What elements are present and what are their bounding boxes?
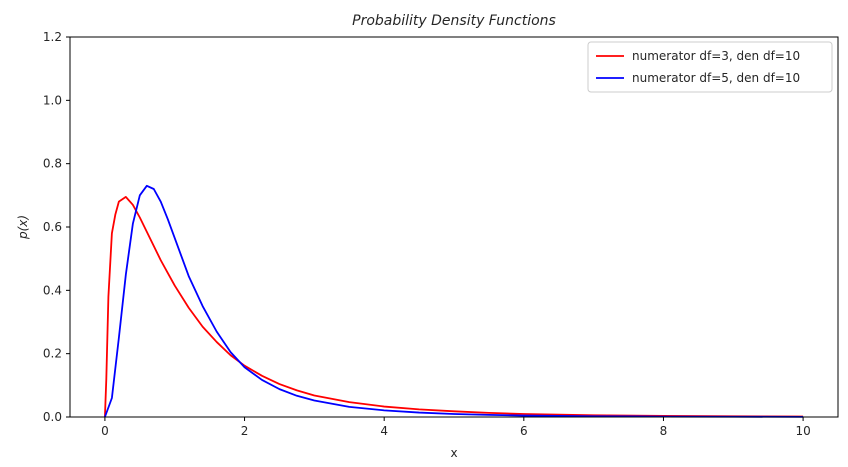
legend-box xyxy=(587,41,833,93)
plot-area xyxy=(104,184,804,418)
x-tick-label: 2 xyxy=(241,424,249,438)
x-tick-label: 0 xyxy=(101,424,109,438)
series-line-1 xyxy=(104,196,804,418)
x-axis: 0 2 4 6 8 10 xyxy=(101,417,811,438)
y-tick-label: 0.4 xyxy=(43,283,62,297)
y-tick-label: 0.6 xyxy=(43,220,62,234)
legend-label: numerator df=5, den df=10 xyxy=(632,71,800,85)
y-tick-label: 0.2 xyxy=(43,347,62,361)
chart-title: Probability Density Functions xyxy=(352,13,556,29)
y-tick-label: 1.2 xyxy=(43,30,62,44)
y-tick-label: 0.0 xyxy=(43,410,62,424)
y-axis: 0.0 0.2 0.4 0.6 0.8 1.0 1.2 xyxy=(43,30,70,424)
x-tick-label: 8 xyxy=(660,424,668,438)
x-tick-label: 4 xyxy=(380,424,388,438)
x-tick-label: 6 xyxy=(520,424,528,438)
x-axis-label: x xyxy=(450,446,457,460)
x-tick-label: 10 xyxy=(795,424,810,438)
legend-label: numerator df=3, den df=10 xyxy=(632,49,800,63)
y-tick-label: 1.0 xyxy=(43,93,62,107)
y-tick-label: 0.8 xyxy=(43,157,62,171)
legend: numerator df=3, den df=10 numerator df=5,… xyxy=(587,41,833,93)
y-axis-label: p(x) xyxy=(16,215,30,240)
series-line-2 xyxy=(104,184,804,418)
plot-frame xyxy=(69,36,839,418)
